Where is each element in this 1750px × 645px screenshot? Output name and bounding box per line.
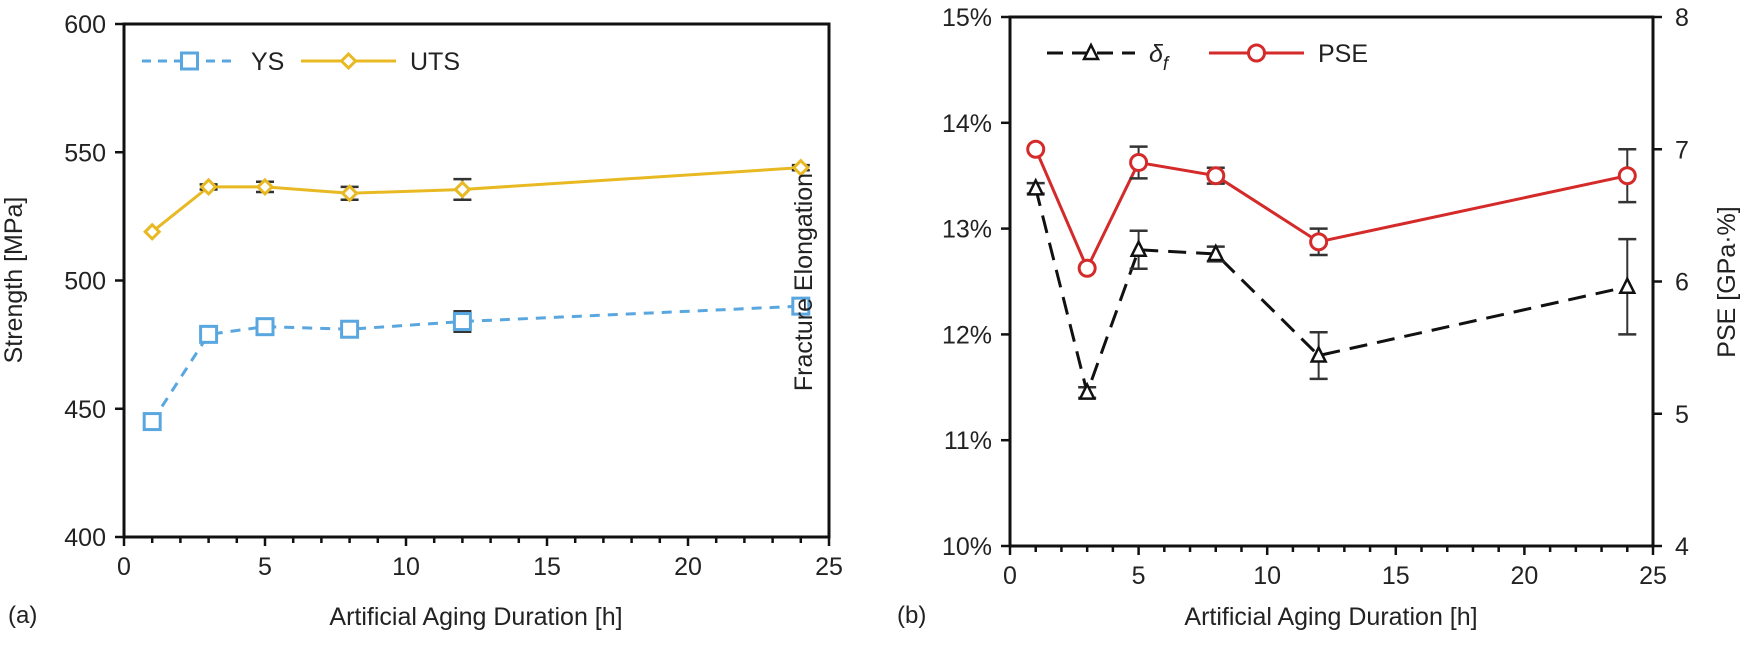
chart-a-legend-marker — [180, 51, 199, 71]
chart-b-legend-label: PSE — [1318, 40, 1368, 68]
chart-b-series — [1026, 139, 1637, 400]
chart-a-series-YS — [142, 296, 811, 432]
chart-a-data-point — [142, 412, 162, 432]
chart-a-data-point — [340, 319, 360, 339]
chart-b-data-point — [1206, 166, 1226, 186]
chart-b-data-point — [1078, 381, 1097, 400]
chart-a-legend: YS UTS — [142, 48, 460, 76]
chart-a-x-tick-label: 5 — [258, 553, 272, 581]
chart-a-x-tick-label: 25 — [815, 553, 843, 581]
chart-a-legend-item: YS — [142, 48, 284, 76]
chart-a-data-point — [199, 177, 218, 196]
chart-a-y-tick-label: 450 — [64, 396, 106, 424]
chart-b-x-tick-label: 25 — [1639, 562, 1667, 590]
chart-b-legend-item: δf — [1047, 40, 1170, 75]
chart-b-series-PSE — [1026, 139, 1637, 278]
chart-b-x-tick-label: 5 — [1132, 562, 1146, 590]
chart-b-y-axis-label: Fracture Elongation — [790, 173, 818, 391]
chart-b-x-tick-label: 15 — [1382, 562, 1410, 590]
chart-b-axes: 0 5 10 15 20 25 10% 11% 12% 13% 14% 15% 4 5 6 7 8 — [942, 4, 1689, 590]
chart-a-data-point — [791, 296, 811, 316]
chart-a-x-axis-label: Artificial Aging Duration [h] — [329, 603, 622, 631]
chart-a-y-axis-label: Strength [MPa] — [0, 197, 28, 364]
chart-b-y2-tick-label: 8 — [1675, 4, 1689, 32]
chart-b-line-1 — [1034, 148, 1628, 272]
chart-b-legend-label: δf — [1149, 40, 1170, 75]
chart-a-data-point — [255, 177, 275, 196]
chart-a-x-tick-label: 10 — [392, 553, 420, 581]
chart-b-x-tick-label: 20 — [1510, 562, 1538, 590]
chart-a-plot-frame — [122, 22, 831, 539]
chart-b-legend-item: PSE — [1209, 40, 1368, 68]
chart-b-data-point — [1309, 232, 1329, 252]
chart-b-legend-label-sub: f — [1163, 54, 1170, 75]
chart-a-series — [142, 158, 811, 432]
chart-b-y-tick-label: 15% — [942, 4, 992, 32]
chart-b-y2-tick-label: 4 — [1675, 533, 1689, 561]
chart-a-axes: 0 5 10 15 20 25 400 450 500 550 600 — [64, 11, 843, 581]
chart-b-series-f — [1026, 177, 1637, 400]
chart-b-y-tick-label: 13% — [942, 216, 992, 244]
chart-b: 0 5 10 15 20 25 10% 11% 12% 13% 14% 15% 4 5 6 7 8 δf PSE … — [790, 4, 1741, 631]
chart-b-data-point — [1129, 152, 1149, 172]
chart-a: 0 5 10 15 20 25 400 450 500 550 600 YS UTS Artifici… — [0, 11, 843, 631]
chart-b-y2-axis-label: PSE [GPa·%] — [1713, 206, 1741, 357]
chart-a-y-tick-label: 500 — [64, 268, 106, 296]
chart-b-x-axis-label: Artificial Aging Duration [h] — [1184, 603, 1477, 631]
chart-a-legend-label: UTS — [410, 48, 460, 76]
chart-a-data-point — [255, 317, 275, 337]
chart-b-panel-label: (b) — [897, 602, 926, 629]
chart-a-legend-label: YS — [251, 48, 284, 76]
chart-b-x-tick-label: 10 — [1253, 562, 1281, 590]
chart-b-data-point — [1129, 238, 1148, 258]
chart-a-x-tick-label: 15 — [533, 553, 561, 581]
chart-a-x-tick-label: 0 — [117, 553, 131, 581]
chart-b-legend: δf PSE — [1047, 40, 1368, 75]
chart-b-data-point — [1617, 166, 1637, 186]
chart-b-data-point — [1618, 275, 1637, 295]
chart-a-line-1 — [151, 166, 801, 233]
chart-a-data-point — [452, 312, 472, 332]
chart-b-data-point — [1309, 344, 1328, 363]
chart-b-x-tick-label: 0 — [1003, 562, 1017, 590]
chart-a-legend-item: UTS — [301, 48, 460, 76]
chart-b-legend-marker — [1247, 43, 1266, 63]
chart-b-plot-frame — [1008, 15, 1655, 548]
chart-a-y-tick-label: 400 — [64, 524, 106, 552]
chart-a-x-tick-label: 20 — [674, 553, 702, 581]
chart-b-data-point — [1206, 243, 1225, 262]
chart-b-data-point — [1026, 177, 1045, 196]
chart-b-data-point — [1077, 258, 1097, 278]
chart-b-y2-tick-label: 7 — [1675, 136, 1689, 164]
chart-a-panel-label: (a) — [8, 602, 37, 629]
chart-b-line-0 — [1034, 188, 1628, 398]
chart-a-data-point — [791, 158, 810, 177]
chart-b-legend-label-main: δ — [1149, 40, 1164, 68]
chart-a-data-point — [340, 184, 359, 203]
chart-a-data-point — [143, 222, 162, 241]
chart-a-series-UTS — [143, 158, 810, 241]
chart-b-y2-tick-label: 6 — [1675, 269, 1689, 297]
chart-a-legend-marker — [339, 51, 358, 71]
chart-b-y-tick-label: 10% — [942, 533, 992, 561]
chart-b-data-point — [1026, 139, 1046, 159]
chart-a-line-0 — [150, 304, 801, 423]
chart-b-y-tick-label: 14% — [942, 110, 992, 138]
chart-a-data-point — [199, 324, 219, 344]
chart-b-y-tick-label: 12% — [942, 321, 992, 349]
chart-a-data-point — [453, 180, 472, 199]
chart-b-legend-marker — [1081, 42, 1101, 61]
chart-a-y-tick-label: 550 — [64, 139, 106, 167]
chart-b-y-tick-label: 11% — [944, 427, 992, 455]
chart-b-y2-tick-label: 5 — [1675, 401, 1689, 429]
chart-a-y-tick-label: 600 — [64, 11, 106, 39]
